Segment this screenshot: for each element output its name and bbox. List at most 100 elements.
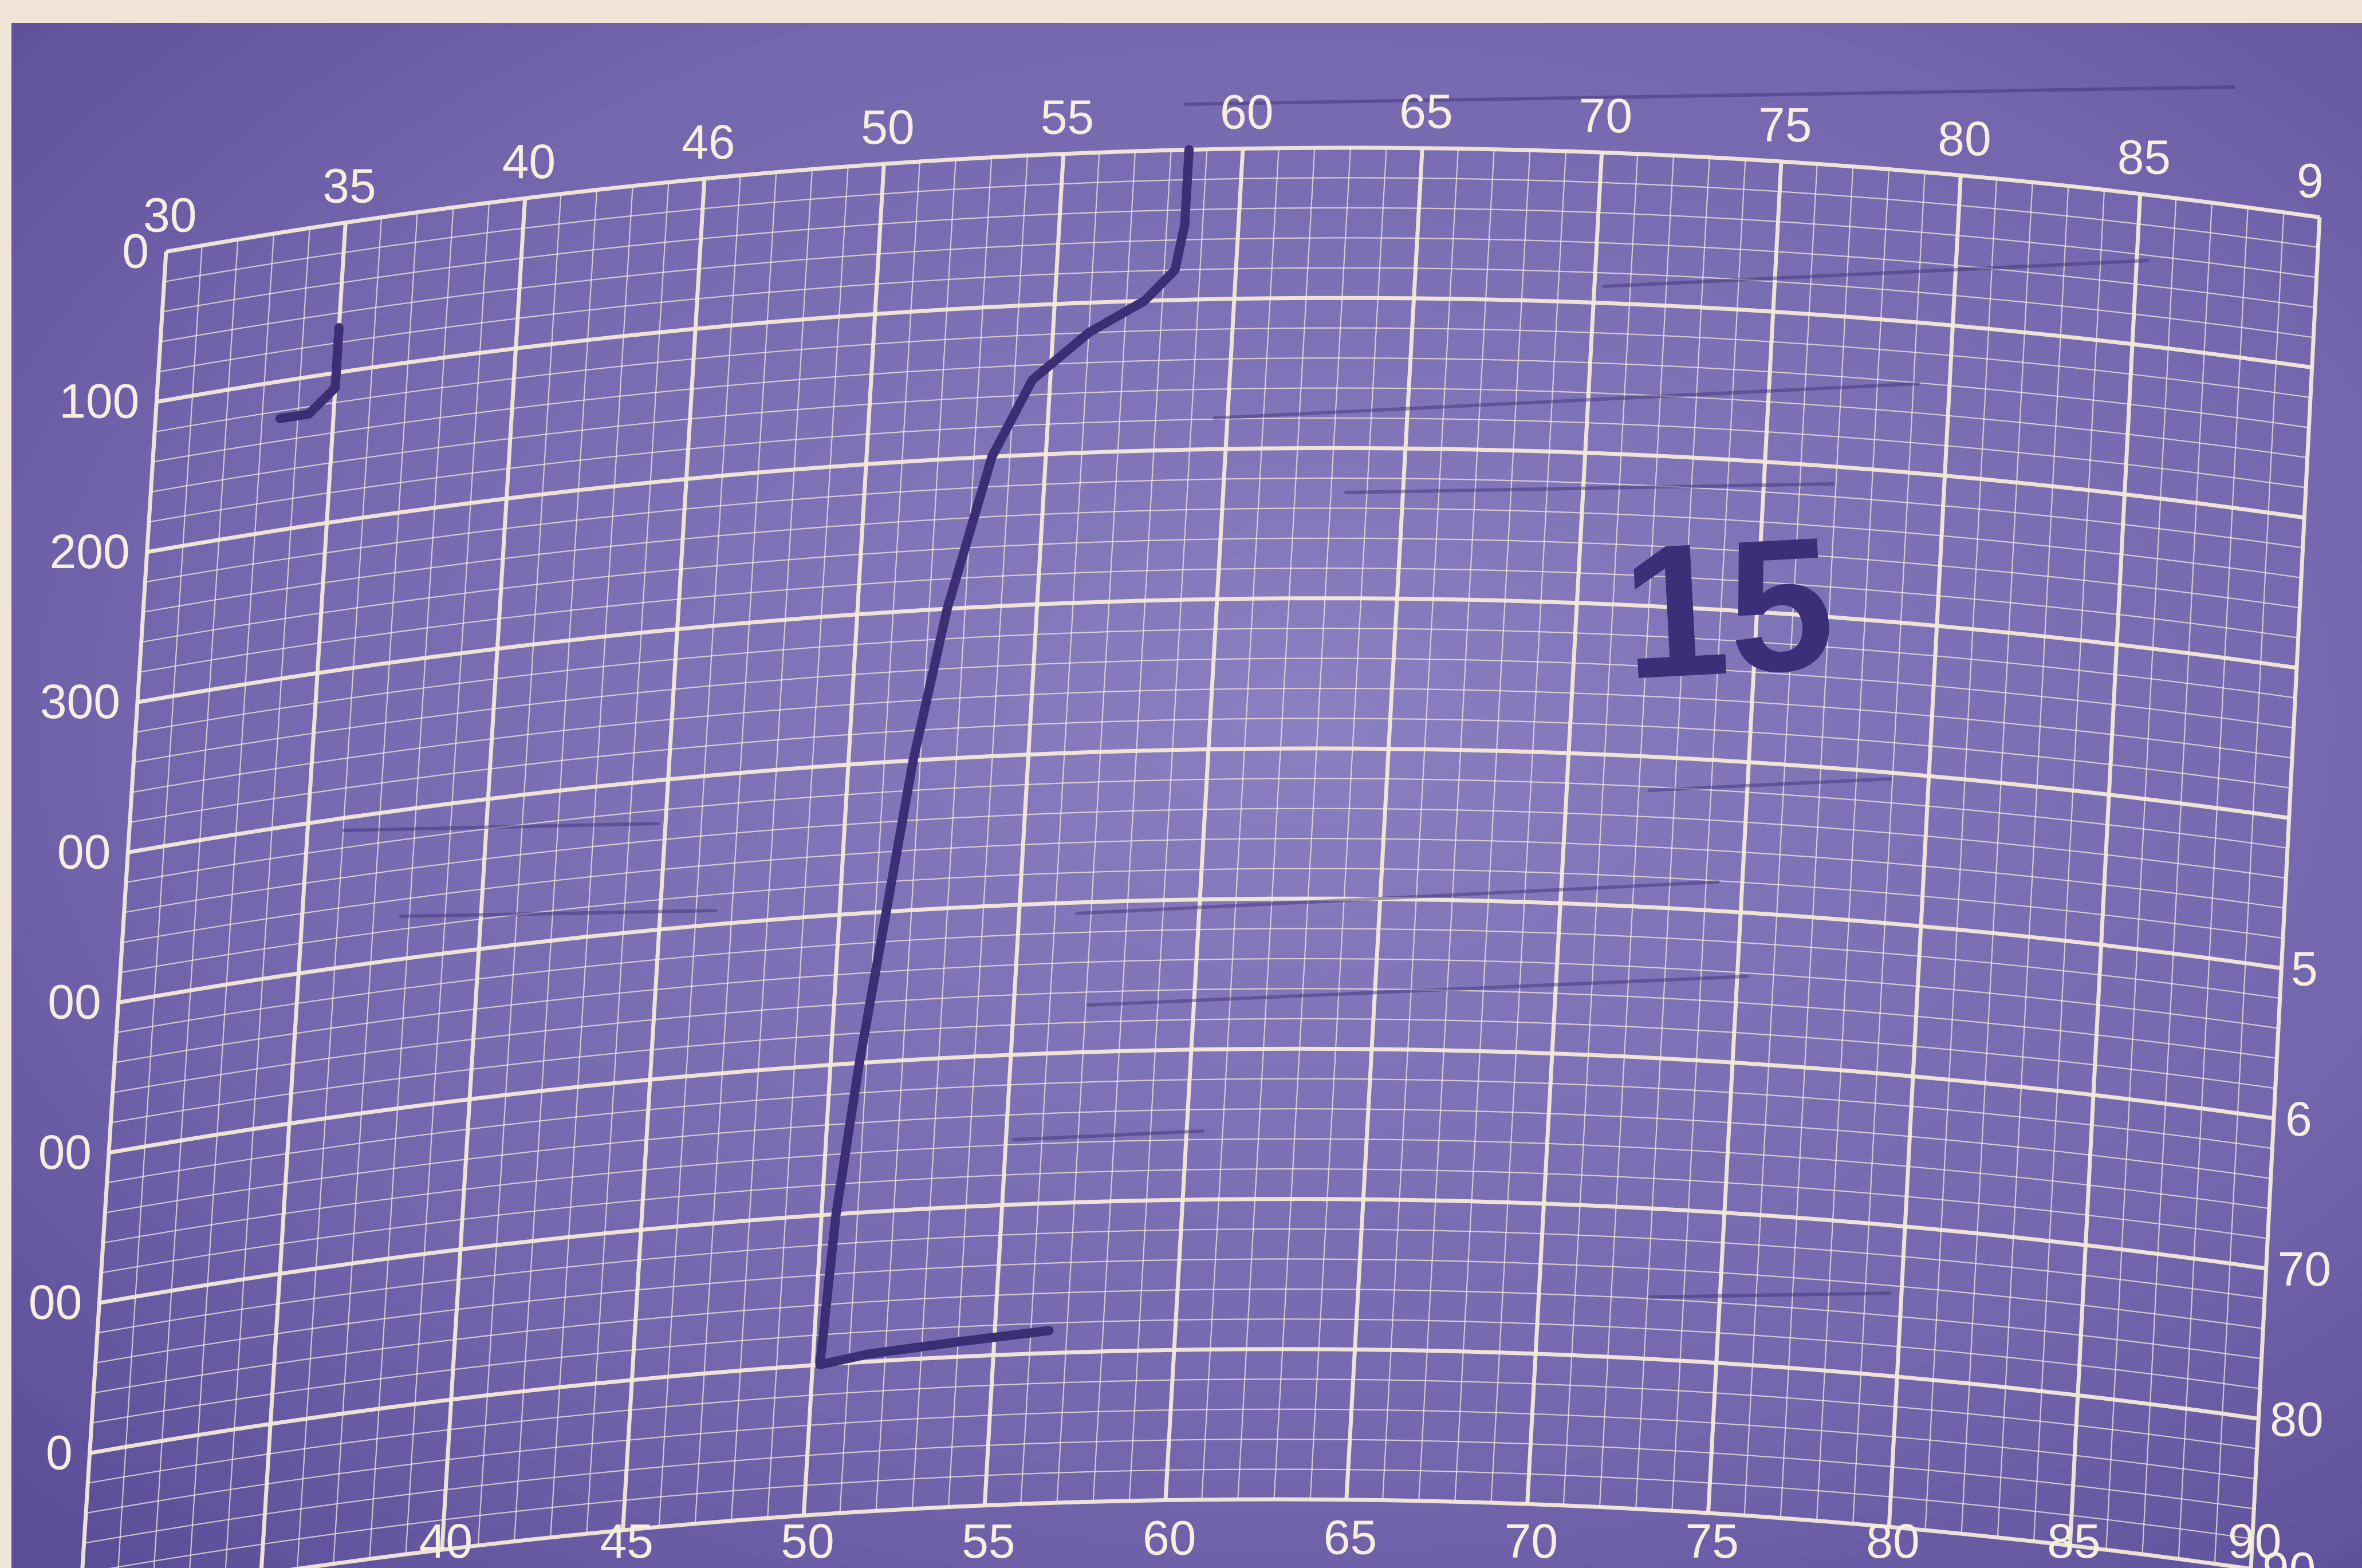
grid-line-major-y [108,1046,2274,1155]
right-tick-label: 80 [2270,1392,2323,1446]
grid-line-minor-x [1599,155,1675,1507]
grid-line-major-y [166,145,2320,254]
grid-line-minor-x [1780,166,1854,1518]
pencil-stroke [1344,482,1835,494]
top-tick-label: 55 [1041,90,1094,144]
grid-line-major-y [147,446,2305,554]
grid-major [80,145,2322,1568]
grid-line-minor-x [2105,198,2177,1550]
left-tick-label: 0 [46,1425,73,1479]
grid-line-major-y [99,1197,2267,1305]
grid-line-major-y [127,746,2290,854]
left-tick-label: 00 [57,825,111,878]
grid-line-minor-x [333,212,418,1564]
grid-line-minor-x [369,207,454,1559]
grid-line-major-x [80,251,168,1568]
grid-line-minor-x [2141,202,2213,1555]
left-tick-label: 00 [38,1125,92,1179]
grid-line-minor-x [1816,169,1890,1521]
handwritten-mark: 15 [1617,497,1839,719]
grid-line-major-x [2068,194,2143,1546]
top-tick-label: 80 [1938,112,1991,166]
left-tick-label: 00 [48,975,101,1029]
grid-line-minor-x [1961,182,2033,1534]
grid-line-minor-x [405,202,490,1555]
grid-line-minor-x [153,239,239,1568]
temperature-trace [275,145,1194,1370]
top-tick-labels: 30 35 40 46 50 55 60 65 70 75 80 85 9 [143,85,2324,242]
grid-line-minor-x [513,190,598,1542]
pencil-stroke [1075,880,1720,915]
left-tick-label: 0 [122,224,149,278]
pencil-stroke [399,909,718,918]
grid-line-minor-x [1671,159,1746,1511]
trace-line-1 [275,323,344,423]
grid-line-minor-x [947,155,1029,1507]
grid-line-minor-x [2033,190,2105,1542]
top-tick-label: 35 [322,159,376,213]
grid-line-minor-x [730,169,813,1521]
grid-line-minor-x [225,228,310,1568]
grid-line-minor-x [586,182,670,1534]
left-tick-label: 00 [29,1275,82,1329]
top-tick-label: 65 [1399,85,1452,139]
chart-paper [11,23,2362,1568]
right-tick-label: 90 [2262,1543,2316,1568]
grid-line-minor-x [875,159,956,1511]
grid-line-minor-x [1092,150,1172,1502]
grid-line-minor-x [1056,151,1136,1503]
grid-line-minor-x [1454,150,1531,1502]
top-tick-label: 46 [682,115,735,169]
grid-line-minor-x [117,245,203,1568]
pencil-stroke [1012,1129,1204,1141]
grid-line-minor-x [296,217,383,1568]
bottom-tick-label: 45 [600,1514,654,1568]
grid-line-minor-x [1743,164,1818,1516]
top-tick-label: 40 [502,135,556,188]
grid-line-major-y [118,896,2282,1005]
bottom-tick-labels: 40 45 50 55 60 65 70 75 80 85 90 [419,1511,2282,1568]
grid-line-minor-x [1309,148,1387,1500]
grid-line-minor-x [694,172,777,1524]
grid-line-minor-x [550,186,633,1538]
pencil-stroke [1602,259,2150,288]
grid-line-major-y [89,1347,2259,1455]
grid-line-major-x [259,222,348,1568]
bottom-tick-label: 70 [1505,1514,1558,1568]
grid-line-minor-x [911,157,993,1509]
grid-line-minor-x [1562,153,1639,1506]
right-tick-label: 6 [2285,1092,2312,1146]
bottom-tick-label: 40 [419,1514,473,1568]
grid-line-minor-x [1201,148,1280,1500]
grid-line-major-x [982,153,1066,1506]
grid-line-minor-x [477,194,562,1546]
grid-line-minor-x [1020,152,1100,1504]
grid-line-major-y [137,596,2297,704]
grid-line-minor-x [1237,148,1316,1500]
grid-line-minor-x [1381,148,1459,1500]
grid-line-minor-x [1273,147,1352,1500]
pencil-stroke [1184,85,2235,106]
left-tick-label: 100 [59,375,139,428]
grid-line-major-x [1344,148,1424,1500]
top-tick-label: 50 [861,100,914,154]
left-tick-label: 200 [50,525,130,578]
bottom-tick-label: 60 [1143,1511,1196,1565]
grid-line-major-x [1163,148,1245,1500]
right-tick-label: 5 [2291,942,2318,996]
bottom-tick-label: 90 [2228,1514,2281,1568]
top-tick-label: 9 [2297,154,2324,208]
pencil-stroke [1086,975,1749,1007]
grid-line-minor-x [1924,178,1998,1531]
pencil-stroke [1213,382,1920,420]
left-tick-label: 300 [40,675,120,728]
grid-line-major-x [1887,175,1963,1527]
grid-line-minor-x [189,233,275,1568]
top-tick-label: 60 [1220,85,1273,139]
grid-line-minor-x [658,175,741,1527]
pencil-stroke [342,822,660,832]
grid-line-major-x [621,178,707,1531]
